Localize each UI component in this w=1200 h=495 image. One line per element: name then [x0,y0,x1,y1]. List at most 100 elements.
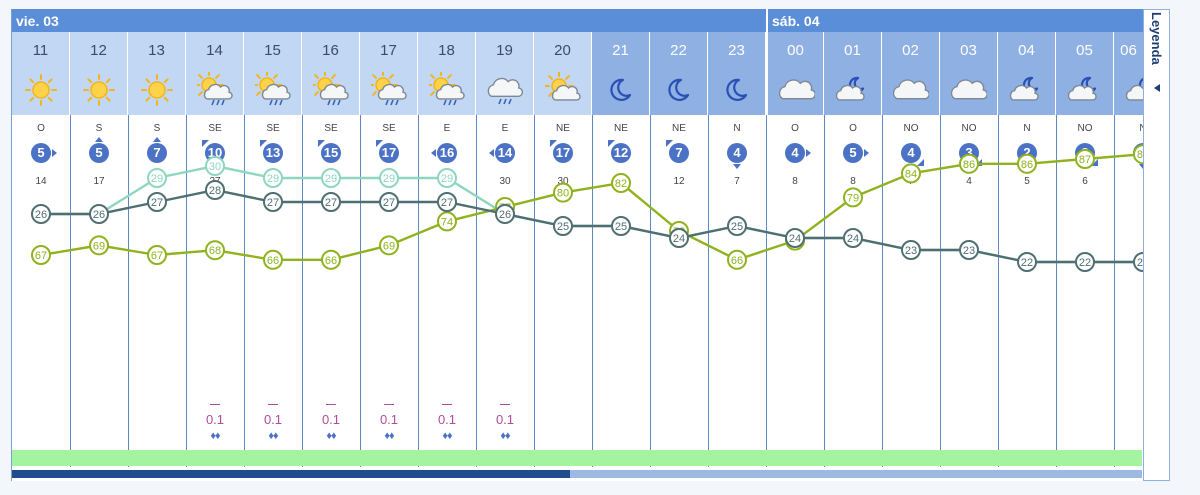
hour-label: 05 [1076,42,1093,59]
wind-direction: O [37,123,45,134]
hour-column-header[interactable]: 04 [998,32,1056,115]
wind-gust: 8 [850,176,856,187]
wind-direction: E [501,123,509,134]
temperature-point [379,192,399,212]
humidity-point [205,240,225,261]
hour-label: 16 [322,42,339,59]
column-divider [940,115,941,467]
wind-direction: SE [266,123,280,134]
feels-like-label: 29 [441,173,453,185]
wind-arrow-icon [318,140,325,147]
wind-arrow-icon [666,140,673,147]
wind-arrow-icon [202,140,209,147]
hour-column-header[interactable]: 23 [708,32,766,115]
humidity-label: 66 [267,255,279,267]
wind-direction: NE [556,123,570,134]
wind-gust: 8 [792,176,798,187]
humidity-label: 69 [383,240,395,252]
humidity-point [89,235,109,256]
column-divider [244,115,245,467]
cloud-rain-icon [487,77,523,105]
hour-column-header[interactable]: 14 [186,32,244,115]
hour-column-header[interactable]: 11 [12,32,70,115]
temperature-label: 27 [325,197,337,209]
hour-label: 12 [90,42,107,59]
feels-like-point [263,168,283,188]
temperature-point [669,228,689,248]
wind-arrow-icon [52,149,57,157]
wind-speed-badge: 14 [495,143,515,163]
wind-gust: 5 [1024,176,1030,187]
temperature-label: 26 [35,209,47,221]
hour-column-header[interactable]: 21 [592,32,650,115]
legend-toggle-button[interactable]: Leyenda [1143,9,1170,481]
moon-shape [726,78,748,101]
temperature-point [147,192,167,212]
temperature-label: 24 [847,233,859,245]
feels-like-point [321,168,341,188]
wind-arrow-icon [153,137,161,142]
hour-column-header[interactable]: 12 [70,32,128,115]
sun-icon [25,74,57,106]
hour-column-header[interactable]: 05 [1056,32,1114,115]
temperature-label: 22 [1079,257,1091,269]
cloud-shape [435,83,465,100]
rain-drops-icon: ♦♦ [500,430,510,442]
scrollbar-track[interactable] [12,470,1142,478]
moon-cloud-icon [1009,76,1039,101]
hour-column-header[interactable]: 02 [882,32,940,115]
rain-drops-icon: ♦♦ [210,430,220,442]
column-divider [302,115,303,467]
humidity-point [321,249,341,270]
column-divider [534,115,535,467]
hour-column-header[interactable]: 13 [128,32,186,115]
wind-direction: SE [382,123,396,134]
temperature-label: 26 [499,209,511,221]
hour-label: 00 [787,42,804,59]
humidity-label: 87 [1079,154,1091,166]
hour-column-header[interactable]: 17 [360,32,418,115]
scrollbar-thumb[interactable] [12,470,570,478]
hour-label: 14 [206,42,223,59]
wind-speed-badge: 4 [785,143,805,163]
hour-column-header[interactable]: 16 [302,32,360,115]
hour-column-header[interactable]: 18 [418,32,476,115]
cloud-shape [1009,84,1039,101]
wind-arrow-icon [260,140,267,147]
precipitation-amount: 0.1 [263,412,283,427]
hour-column-header[interactable]: 19 [476,32,534,115]
chevron-left-icon [1154,84,1160,92]
sun-icon [141,74,173,106]
humidity-point [147,245,167,265]
wind-arrow-icon [550,140,557,147]
column-divider [128,115,129,467]
hour-label: 15 [264,42,281,59]
hour-label: 02 [902,42,919,59]
day-header-2: sáb. 04 [766,9,1144,32]
humidity-point [263,249,283,270]
hour-column-header[interactable]: 15 [244,32,302,115]
wind-speed-badge: 4 [727,143,747,163]
wind-direction: NE [614,123,628,134]
hour-column-header[interactable]: 20 [534,32,592,115]
temperature-label: 24 [789,233,801,245]
wind-speed-badge: 16 [437,143,457,163]
wind-direction: N [1114,123,1172,134]
status-bar [12,450,1142,466]
hour-column-header[interactable]: 03 [940,32,998,115]
wind-direction: O [849,123,857,134]
wind-speed-badge: 17 [379,143,399,163]
hour-label: 11 [32,42,49,59]
humidity-label: 84 [905,168,917,180]
hour-column-header[interactable]: 00 [766,32,824,115]
wind-speed-badge: 4 [901,143,921,163]
wind-direction: E [443,123,451,134]
humidity-point [727,249,747,270]
wind-speed-badge: 17 [553,143,573,163]
temperature-label: 23 [963,245,975,257]
cloud-shape [319,83,349,100]
hour-column-header[interactable]: 01 [824,32,882,115]
hour-column-header[interactable]: 22 [650,32,708,115]
rain-marker [326,404,336,405]
rain-marker [500,404,510,405]
